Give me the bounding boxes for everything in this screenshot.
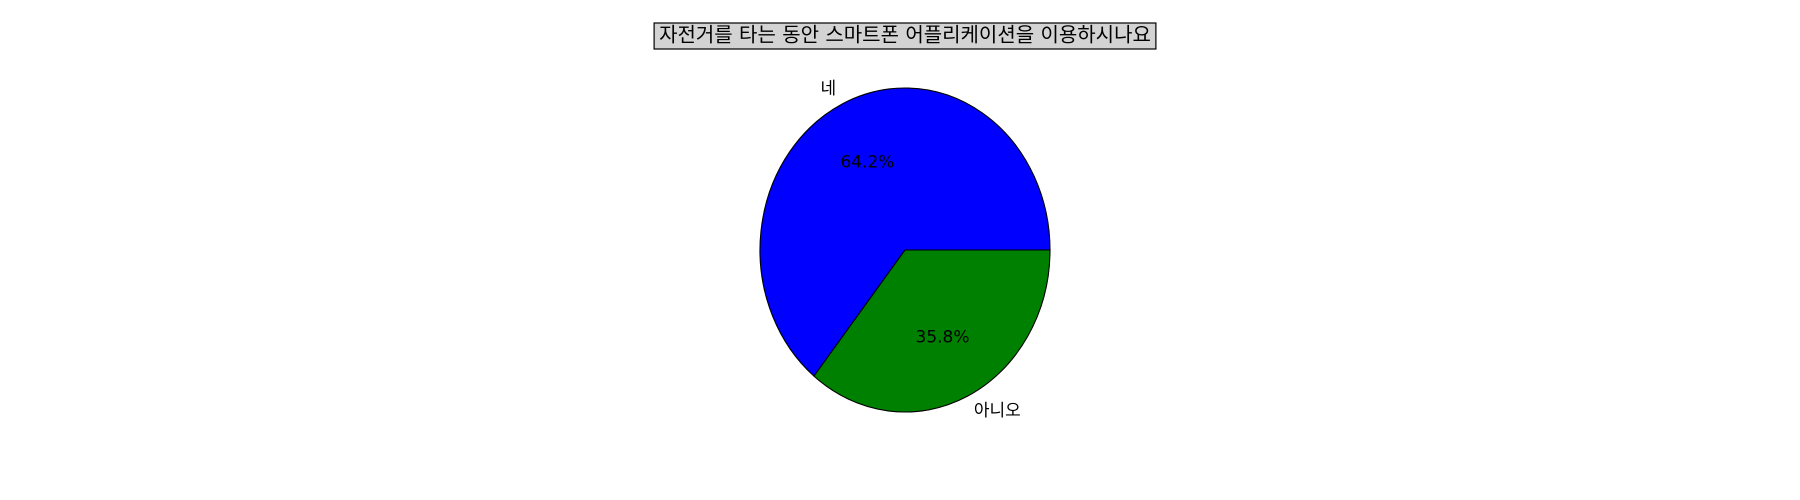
chart-title: 자전거를 타는 동안 스마트폰 어플리케이션을 이용하시나요: [659, 23, 1151, 47]
pie-labels: 네 64.2% 아니오 35.8%: [821, 79, 1021, 421]
pie-slice-1: [813, 249, 1051, 413]
pie-slice-0: [759, 87, 1051, 377]
slice-percent-1: 35.8%: [916, 328, 970, 348]
pie-slices: [759, 87, 1051, 413]
slice-label-0: 네: [821, 79, 837, 99]
chart-title-box: [653, 22, 1157, 50]
slice-percent-0: 64.2%: [840, 152, 894, 172]
chart-title-group: 자전거를 타는 동안 스마트폰 어플리케이션을 이용하시나요: [653, 22, 1157, 50]
slice-label-1: 아니오: [974, 401, 1021, 421]
